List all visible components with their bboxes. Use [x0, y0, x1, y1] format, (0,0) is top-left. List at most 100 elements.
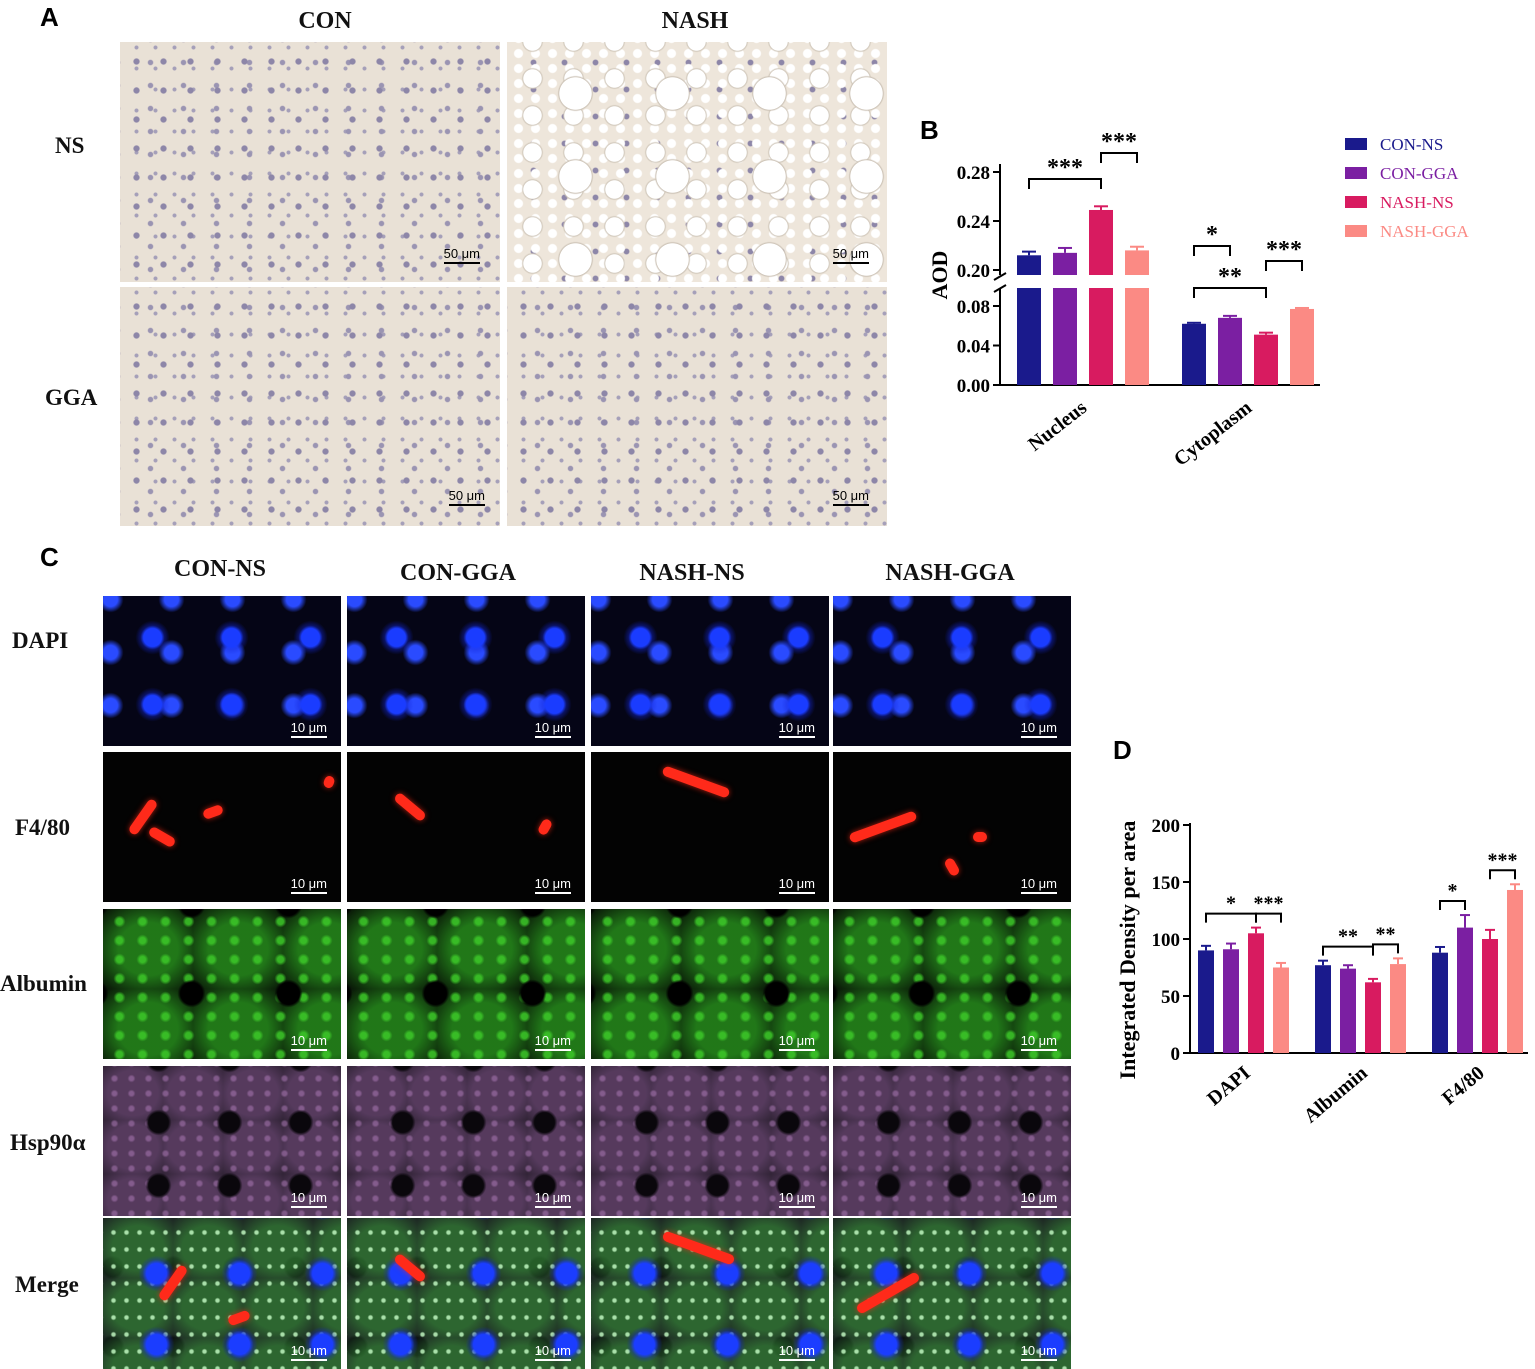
scale-bar: 10 μm [290, 720, 327, 738]
fluor-image-merge-con-ns: 10 μm [103, 1218, 341, 1369]
bar-nash-gga [1125, 250, 1149, 275]
significance-bracket [1265, 260, 1303, 271]
scale-bar: 10 μm [1020, 1190, 1057, 1208]
panel-c-letter: C [40, 542, 59, 572]
y-tick-label: 0.04 [957, 337, 991, 358]
chart-panel-d: 0 50 100 150 200 Integrated Density per area D… [1115, 816, 1528, 1127]
bar-con-ns [1198, 950, 1214, 1053]
panel-c-col-3: NASH-GGA [885, 560, 1015, 586]
y-axis-label: Integrated Density per area [1115, 821, 1140, 1080]
bar-nash-ns [1482, 939, 1498, 1053]
significance-bracket [1489, 869, 1516, 880]
y-axis-label: AOD [927, 251, 952, 300]
legend-swatch [1345, 167, 1367, 179]
y-tick-label: 0 [1171, 1044, 1181, 1065]
legend-label: NASH-NS [1380, 193, 1454, 212]
significance-label: ** [1218, 264, 1242, 290]
fluor-image-merge-con-gga: 10 μm [347, 1218, 585, 1369]
macrophage-signal [157, 1263, 189, 1303]
x-tick-label: F4/80 [1438, 1062, 1489, 1110]
scale-bar: 10 μm [778, 1343, 815, 1361]
significance-bracket [1439, 900, 1466, 911]
scale-bar: 10 μm [1020, 1033, 1057, 1051]
panel-a-row-gga: GGA [45, 385, 98, 410]
bar-con-ns [1432, 952, 1448, 1053]
legend-label: CON-NS [1380, 135, 1443, 154]
significance-label: ** [1376, 923, 1396, 945]
scale-bar: 10 μm [778, 1190, 815, 1208]
significance-bracket [1205, 912, 1257, 923]
bar-con-gga [1053, 252, 1077, 275]
panel-b-letter: B [920, 115, 939, 145]
panel-c-row-merge: Merge [15, 1272, 79, 1297]
macrophage-signal [943, 856, 961, 878]
macrophage-signal [322, 774, 336, 790]
macrophage-signal [661, 765, 731, 799]
y-tick-label: 100 [1152, 930, 1181, 951]
x-tick-label: DAPI [1203, 1062, 1255, 1110]
macrophage-signal [536, 817, 554, 837]
scale-bar: 10 μm [1020, 1343, 1057, 1361]
scale-bar: 10 μm [778, 876, 815, 894]
scale-bar: 50 μm [832, 246, 869, 264]
macrophage-signal [147, 825, 177, 849]
fluor-image-f480-nash-ns: 10 μm [591, 752, 829, 902]
macrophage-signal [855, 1271, 921, 1315]
bar-nash-gga [1290, 308, 1314, 385]
fluor-image-dapi-nash-gga: 10 μm [833, 596, 1071, 746]
fluor-image-f480-con-gga: 10 μm [347, 752, 585, 902]
panel-c-row-albumin: Albumin [0, 971, 87, 996]
significance-bracket [1193, 287, 1267, 298]
macrophage-signal [226, 1309, 252, 1327]
scale-bar: 50 μm [448, 488, 485, 506]
significance-label: ** [1338, 926, 1358, 948]
scale-bar: 10 μm [534, 1343, 571, 1361]
bar-con-gga [1457, 927, 1473, 1053]
fluor-image-dapi-con-ns: 10 μm [103, 596, 341, 746]
ihc-image-nash-gga: 50 μm [507, 287, 887, 526]
significance-bracket [1372, 943, 1399, 954]
significance-bracket [1193, 245, 1231, 256]
fluor-image-merge-nash-ns: 10 μm [591, 1218, 829, 1369]
panel-c-row-hsp90: Hsp90α [10, 1130, 86, 1155]
bar-nash-gga [1507, 889, 1523, 1053]
bar-con-ns [1017, 255, 1041, 275]
fluor-image-albumin-con-ns: 10 μm [103, 909, 341, 1059]
fluor-image-hsp90-nash-ns: 10 μm [591, 1066, 829, 1216]
bar-con-ns [1017, 288, 1041, 385]
legend-swatch [1345, 196, 1367, 208]
panel-a-col-nash: NASH [661, 8, 729, 34]
y-tick-label: 0.08 [957, 297, 990, 318]
panel-a-row-ns: NS [55, 133, 85, 158]
significance-bracket [1028, 178, 1102, 189]
bar-nash-ns [1248, 933, 1264, 1053]
bar-con-ns [1315, 965, 1331, 1053]
fluor-image-dapi-nash-ns: 10 μm [591, 596, 829, 746]
bar-con-gga [1053, 288, 1077, 385]
x-tick-label: Nucleus [1024, 396, 1091, 455]
panel-a-col-con: CON [298, 8, 352, 34]
scale-bar: 10 μm [1020, 876, 1057, 894]
macrophage-signal [661, 1230, 736, 1266]
bar-con-gga [1223, 949, 1239, 1053]
bar-nash-gga [1390, 964, 1406, 1053]
bar-con-gga [1218, 317, 1242, 385]
significance-label: *** [1047, 155, 1083, 181]
macrophage-signal [973, 832, 987, 842]
macrophage-signal [848, 810, 918, 844]
legend-swatch [1345, 225, 1367, 237]
y-tick-label: 50 [1161, 987, 1180, 1008]
significance-label: *** [1101, 129, 1137, 155]
bar-con-gga [1340, 968, 1356, 1053]
macrophage-signal [392, 791, 428, 823]
significance-label: *** [1488, 849, 1518, 871]
scale-bar: 10 μm [778, 1033, 815, 1051]
significance-bracket [1100, 152, 1138, 163]
y-tick-label: 0.00 [957, 376, 990, 397]
legend-label: CON-GGA [1380, 164, 1459, 183]
scale-bar: 10 μm [290, 1343, 327, 1361]
axis-break-mark [993, 272, 1007, 281]
y-tick-label: 0.20 [957, 261, 990, 282]
panel-a-letter: A [40, 2, 59, 32]
